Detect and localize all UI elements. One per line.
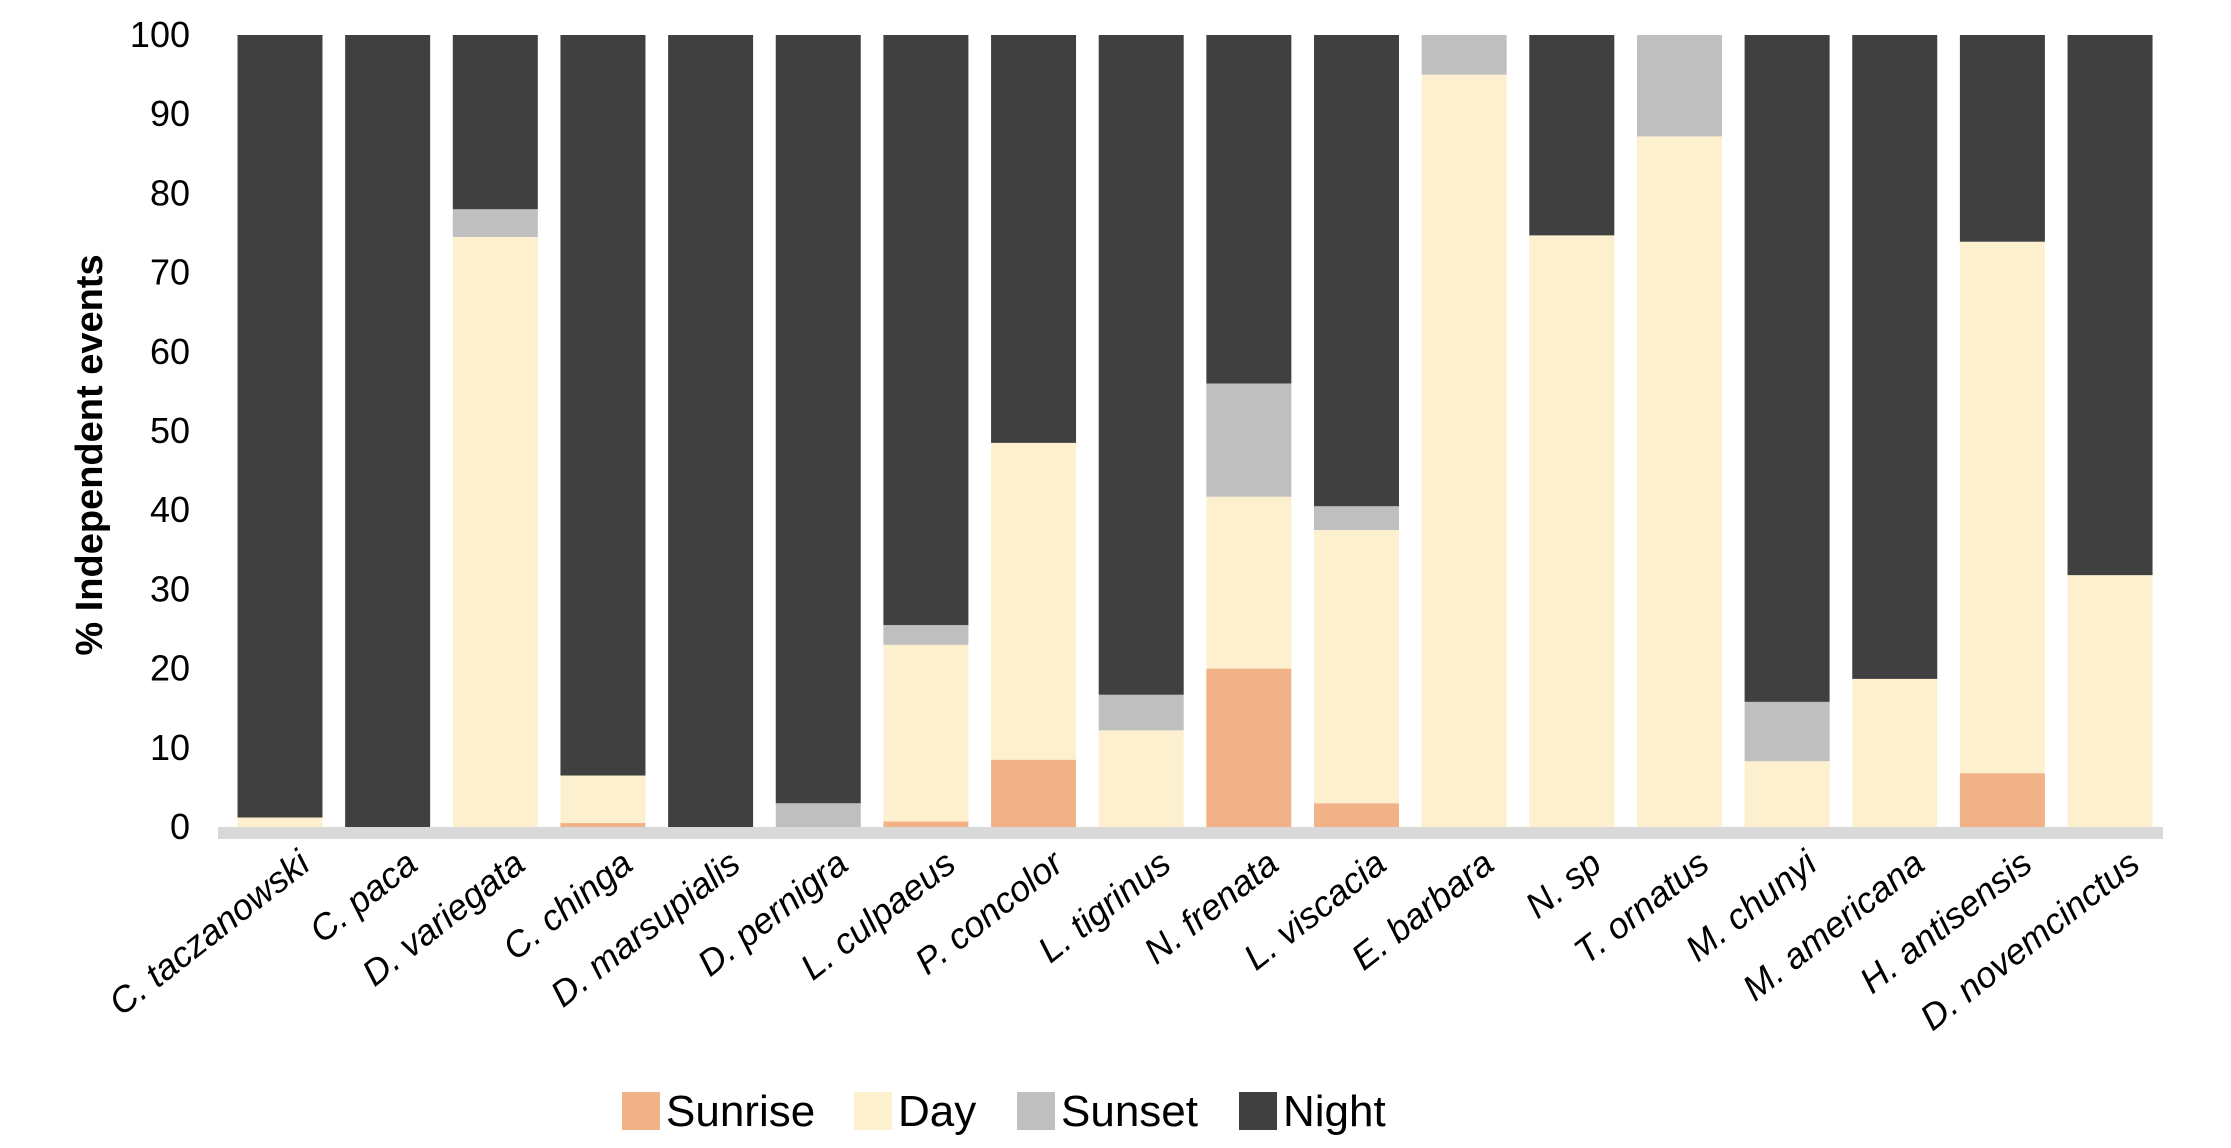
x-category-label: M. americana [1735, 842, 1932, 1009]
bar-segment-night [237, 35, 323, 818]
bar-segment-night [1959, 35, 2045, 242]
bar-segment-sunset [1744, 701, 1830, 762]
bar-segment-night [668, 35, 754, 827]
bar-segment-sunrise [1206, 668, 1292, 827]
y-tick-label: 60 [150, 331, 190, 372]
bar-segment-night [2067, 35, 2153, 576]
y-tick-label: 30 [150, 568, 190, 609]
bar-segment-day [883, 644, 969, 822]
bar-segment-day [1421, 74, 1507, 828]
bar-segment-day [1852, 678, 1938, 827]
bar-segment-night [452, 35, 538, 210]
legend-swatch-day [854, 1092, 892, 1130]
legend-swatch-night [1239, 1092, 1277, 1130]
y-tick-label: 40 [150, 489, 190, 530]
y-tick-label: 20 [150, 648, 190, 689]
bar-segment-sunset [452, 209, 538, 237]
bar-segment-day [452, 236, 538, 827]
bar-segment-sunset [1098, 694, 1184, 731]
bar-segment-sunrise [1959, 773, 2045, 827]
y-tick-label: 50 [150, 410, 190, 451]
bar-segment-day [1206, 496, 1292, 669]
bar-segment-sunset [1421, 35, 1507, 75]
bar-segment-day [2067, 575, 2153, 827]
bar-segment-night [775, 35, 861, 804]
bars [237, 35, 2153, 828]
y-tick-label: 90 [150, 93, 190, 134]
bar-segment-day [1098, 730, 1184, 827]
bar-segment-night [560, 35, 646, 776]
legend-swatch-sunset [1017, 1092, 1055, 1130]
bar-segment-day [1529, 235, 1615, 828]
bar-segment-sunset [1314, 506, 1399, 530]
legend-label-night: Night [1283, 1087, 1386, 1136]
y-axis-ticks: 0 10 20 30 40 50 60 70 80 90 100 [130, 14, 190, 847]
x-category-label: C. taczanowski [101, 841, 318, 1023]
legend: Sunrise Day Sunset Night [622, 1087, 1386, 1136]
bar-segment-sunrise [991, 759, 1077, 827]
bar-segment-night [991, 35, 1077, 443]
bar-segment-night [1852, 35, 1938, 679]
legend-label-sunrise: Sunrise [666, 1087, 815, 1136]
bar-segment-night [1098, 35, 1184, 695]
bar-segment-day [1744, 761, 1830, 827]
bar-segment-day [1636, 136, 1722, 828]
x-category-label: N. sp [1517, 842, 1608, 926]
legend-label-day: Day [898, 1087, 976, 1136]
legend-swatch-sunrise [622, 1092, 660, 1130]
x-axis-line [218, 827, 2163, 839]
bar-segment-night [1529, 35, 1615, 236]
bar-segment-night [345, 35, 431, 827]
y-tick-label: 80 [150, 172, 190, 213]
y-axis-label: % Independent events [69, 254, 111, 655]
legend-label-sunset: Sunset [1061, 1087, 1198, 1136]
bar-segment-sunset [775, 803, 861, 827]
bar-segment-day [237, 817, 323, 827]
y-tick-label: 70 [150, 252, 190, 293]
bar-segment-sunset [1206, 383, 1292, 497]
bar-segment-day [1314, 530, 1399, 804]
y-tick-label: 100 [130, 14, 190, 55]
bar-segment-sunset [883, 625, 969, 645]
bar-segment-sunrise [883, 821, 969, 827]
bar-segment-night [1206, 35, 1292, 384]
bar-segment-sunset [1636, 35, 1722, 137]
bar-segment-day [991, 442, 1077, 760]
bar-segment-sunrise [1314, 803, 1399, 827]
bar-segment-night [1314, 35, 1399, 507]
bar-segment-day [1959, 241, 2045, 774]
y-tick-label: 10 [150, 727, 190, 768]
bar-segment-night [883, 35, 969, 626]
x-category-label: D. marsupialis [543, 842, 748, 1015]
bar-segment-day [560, 775, 646, 824]
bar-segment-sunrise [560, 823, 646, 827]
y-tick-label: 0 [170, 806, 190, 847]
bar-segment-night [1744, 35, 1830, 702]
